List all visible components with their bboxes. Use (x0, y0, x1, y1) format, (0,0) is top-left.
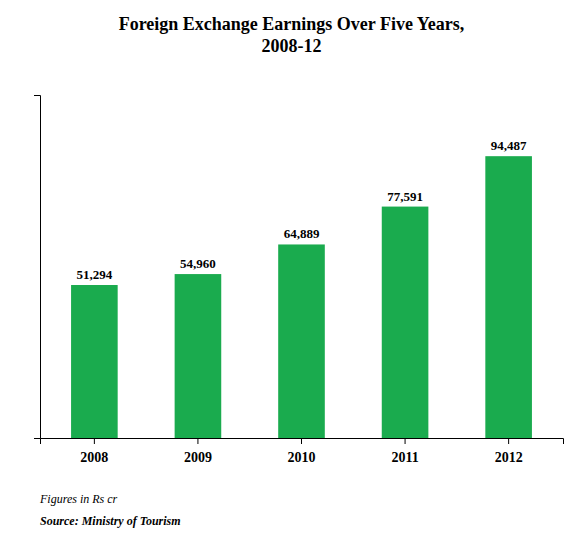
data-label: 54,960 (180, 256, 216, 271)
bar (175, 274, 222, 438)
x-tick-label: 2010 (288, 450, 316, 465)
x-tick-mark (301, 438, 302, 444)
x-tick-mark (197, 438, 198, 444)
x-tick-label: 2009 (184, 450, 212, 465)
y-axis-line (34, 96, 41, 439)
x-tick-mark (508, 438, 509, 444)
x-tick: 2008 (80, 438, 108, 465)
x-tick: 2009 (184, 438, 212, 465)
bar (278, 244, 325, 438)
data-label: 64,889 (284, 226, 320, 241)
x-tick-mark (94, 438, 95, 444)
title: Foreign Exchange Earnings Over Five Year… (119, 14, 465, 56)
y-axis (34, 96, 41, 439)
x-tick: 2011 (391, 438, 418, 465)
footnote: Figures in Rs cr (39, 492, 118, 506)
bar (71, 285, 118, 438)
plot: 2008 2009 2010 2011 2012 51,294 54,960 64,889 77… (34, 96, 564, 465)
x-axis-line (41, 439, 564, 445)
x-axis: 2008 2009 2010 2011 2012 (41, 438, 564, 465)
x-tick-label: 2011 (391, 450, 418, 465)
data-label: 94,487 (491, 138, 527, 153)
title-line: 2008-12 (262, 36, 322, 56)
x-tick: 2010 (288, 438, 316, 465)
x-tick-label: 2012 (495, 450, 523, 465)
footnote: Source: Ministry of Tourism (40, 514, 181, 528)
x-tick-label: 2008 (80, 450, 108, 465)
bar (485, 156, 532, 438)
bars (71, 156, 532, 438)
data-label: 77,591 (387, 189, 423, 204)
bar (382, 207, 429, 438)
title-line: Foreign Exchange Earnings Over Five Year… (119, 14, 465, 34)
chart: Foreign Exchange Earnings Over Five Year… (0, 0, 583, 553)
data-label: 51,294 (76, 267, 112, 282)
x-tick-mark (405, 438, 406, 444)
x-tick: 2012 (495, 438, 523, 465)
data-labels: 51,294 54,960 64,889 77,591 94,487 (76, 138, 527, 282)
